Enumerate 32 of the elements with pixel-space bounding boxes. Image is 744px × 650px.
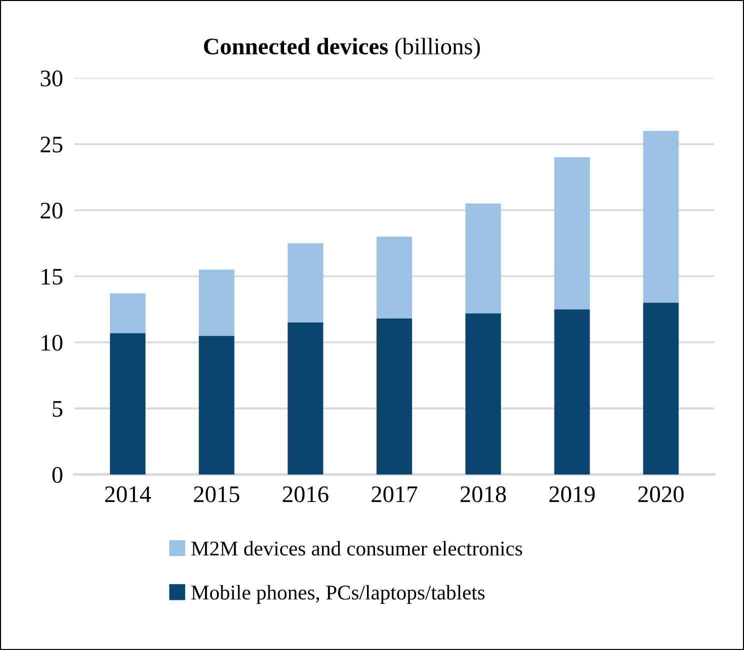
y-tick-label: 20 (40, 202, 62, 219)
chart-title: Connected devices (204, 38, 388, 54)
legend-label: Mobile phones, PCs/laptops/tablets (191, 584, 485, 604)
bar (110, 293, 146, 334)
y-tick-label: 10 (42, 334, 62, 351)
bar (376, 236, 412, 319)
y-tick-label: 30 (40, 70, 62, 86)
x-tick-label: 2017 (372, 486, 418, 502)
y-tick-label: 0 (52, 466, 62, 483)
bar (376, 318, 412, 474)
bar (554, 309, 590, 474)
bar (643, 302, 679, 474)
chart-subtitle: (billions) (395, 38, 480, 60)
bar (288, 322, 324, 474)
x-tick-label: 2018 (460, 486, 506, 502)
bar (643, 130, 679, 303)
bar (110, 333, 146, 474)
y-tick-label: 25 (40, 136, 62, 153)
bar (465, 204, 501, 314)
x-tick-label: 2015 (194, 486, 240, 502)
bar (198, 336, 234, 474)
legend-label: M2M devices and consumer electronics (191, 540, 522, 556)
bar (198, 270, 234, 336)
bar (465, 313, 501, 474)
x-tick-label: 2020 (638, 486, 684, 502)
x-tick-label: 2016 (282, 486, 328, 502)
bar (554, 157, 590, 310)
y-tick-label: 5 (52, 401, 62, 417)
bar (288, 243, 324, 323)
x-tick-label: 2014 (105, 486, 151, 502)
x-tick-label: 2019 (549, 486, 595, 502)
y-tick-label: 15 (42, 268, 62, 285)
